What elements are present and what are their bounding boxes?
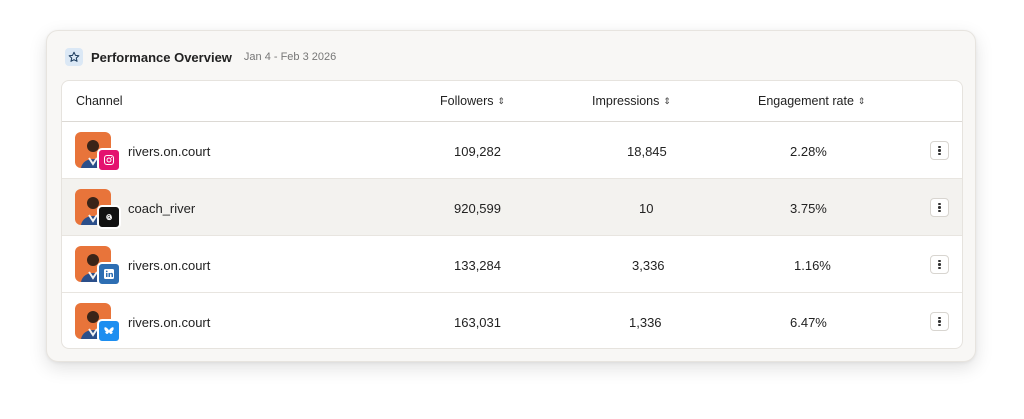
followers-value: 133,284 xyxy=(454,258,501,273)
column-label: Engagement rate xyxy=(758,94,854,108)
column-label: Impressions xyxy=(592,94,660,108)
performance-overview-card: Performance Overview Jan 4 - Feb 3 2026 … xyxy=(46,30,976,362)
performance-table: Channel Followers ⇕ Impressions ⇕ Engage… xyxy=(61,80,963,349)
table-row[interactable]: coach_river 920,599 10 3.75% xyxy=(62,179,962,236)
engagement-value: 2.28% xyxy=(790,144,827,159)
channel-name: coach_river xyxy=(128,201,196,216)
sort-icon[interactable]: ⇕ xyxy=(857,95,866,106)
column-header-channel: Channel xyxy=(76,94,123,108)
more-vertical-icon xyxy=(938,259,941,270)
star-icon xyxy=(65,48,83,66)
column-header-engagement[interactable]: Engagement rate ⇕ xyxy=(758,94,865,108)
card-header: Performance Overview Jan 4 - Feb 3 2026 xyxy=(65,47,336,67)
column-header-followers[interactable]: Followers ⇕ xyxy=(440,94,505,108)
instagram-icon xyxy=(97,148,121,172)
impressions-value: 3,336 xyxy=(632,258,665,273)
more-vertical-icon xyxy=(938,316,941,327)
card-title: Performance Overview xyxy=(91,49,232,65)
channel-name: rivers.on.court xyxy=(128,258,211,273)
impressions-value: 1,336 xyxy=(629,315,662,330)
table-row[interactable]: rivers.on.court 109,282 18,845 2.28% xyxy=(62,122,962,179)
threads-icon xyxy=(97,205,121,229)
channel-name: rivers.on.court xyxy=(128,315,211,330)
table-row[interactable]: rivers.on.court 163,031 1,336 6.47% xyxy=(62,293,962,348)
sort-icon[interactable]: ⇕ xyxy=(497,95,506,106)
row-menu-button[interactable] xyxy=(930,141,949,160)
table-row[interactable]: rivers.on.court 133,284 3,336 1.16% xyxy=(62,236,962,293)
more-vertical-icon xyxy=(938,202,941,213)
table-header: Channel Followers ⇕ Impressions ⇕ Engage… xyxy=(62,81,962,122)
sort-icon[interactable]: ⇕ xyxy=(663,95,671,106)
column-label: Channel xyxy=(76,94,123,108)
bluesky-icon xyxy=(97,319,121,343)
impressions-value: 18,845 xyxy=(627,144,667,159)
engagement-value: 1.16% xyxy=(794,258,831,273)
followers-value: 163,031 xyxy=(454,315,501,330)
row-menu-button[interactable] xyxy=(930,312,949,331)
more-vertical-icon xyxy=(938,145,941,156)
row-menu-button[interactable] xyxy=(930,198,949,217)
linkedin-icon xyxy=(97,262,121,286)
channel-name: rivers.on.court xyxy=(128,144,211,159)
followers-value: 920,599 xyxy=(454,201,501,216)
column-label: Followers xyxy=(440,94,494,108)
row-menu-button[interactable] xyxy=(930,255,949,274)
engagement-value: 3.75% xyxy=(790,201,827,216)
impressions-value: 10 xyxy=(639,201,654,216)
date-range: Jan 4 - Feb 3 2026 xyxy=(243,51,337,63)
column-header-impressions[interactable]: Impressions ⇕ xyxy=(592,94,671,108)
followers-value: 109,282 xyxy=(454,144,501,159)
engagement-value: 6.47% xyxy=(790,315,827,330)
